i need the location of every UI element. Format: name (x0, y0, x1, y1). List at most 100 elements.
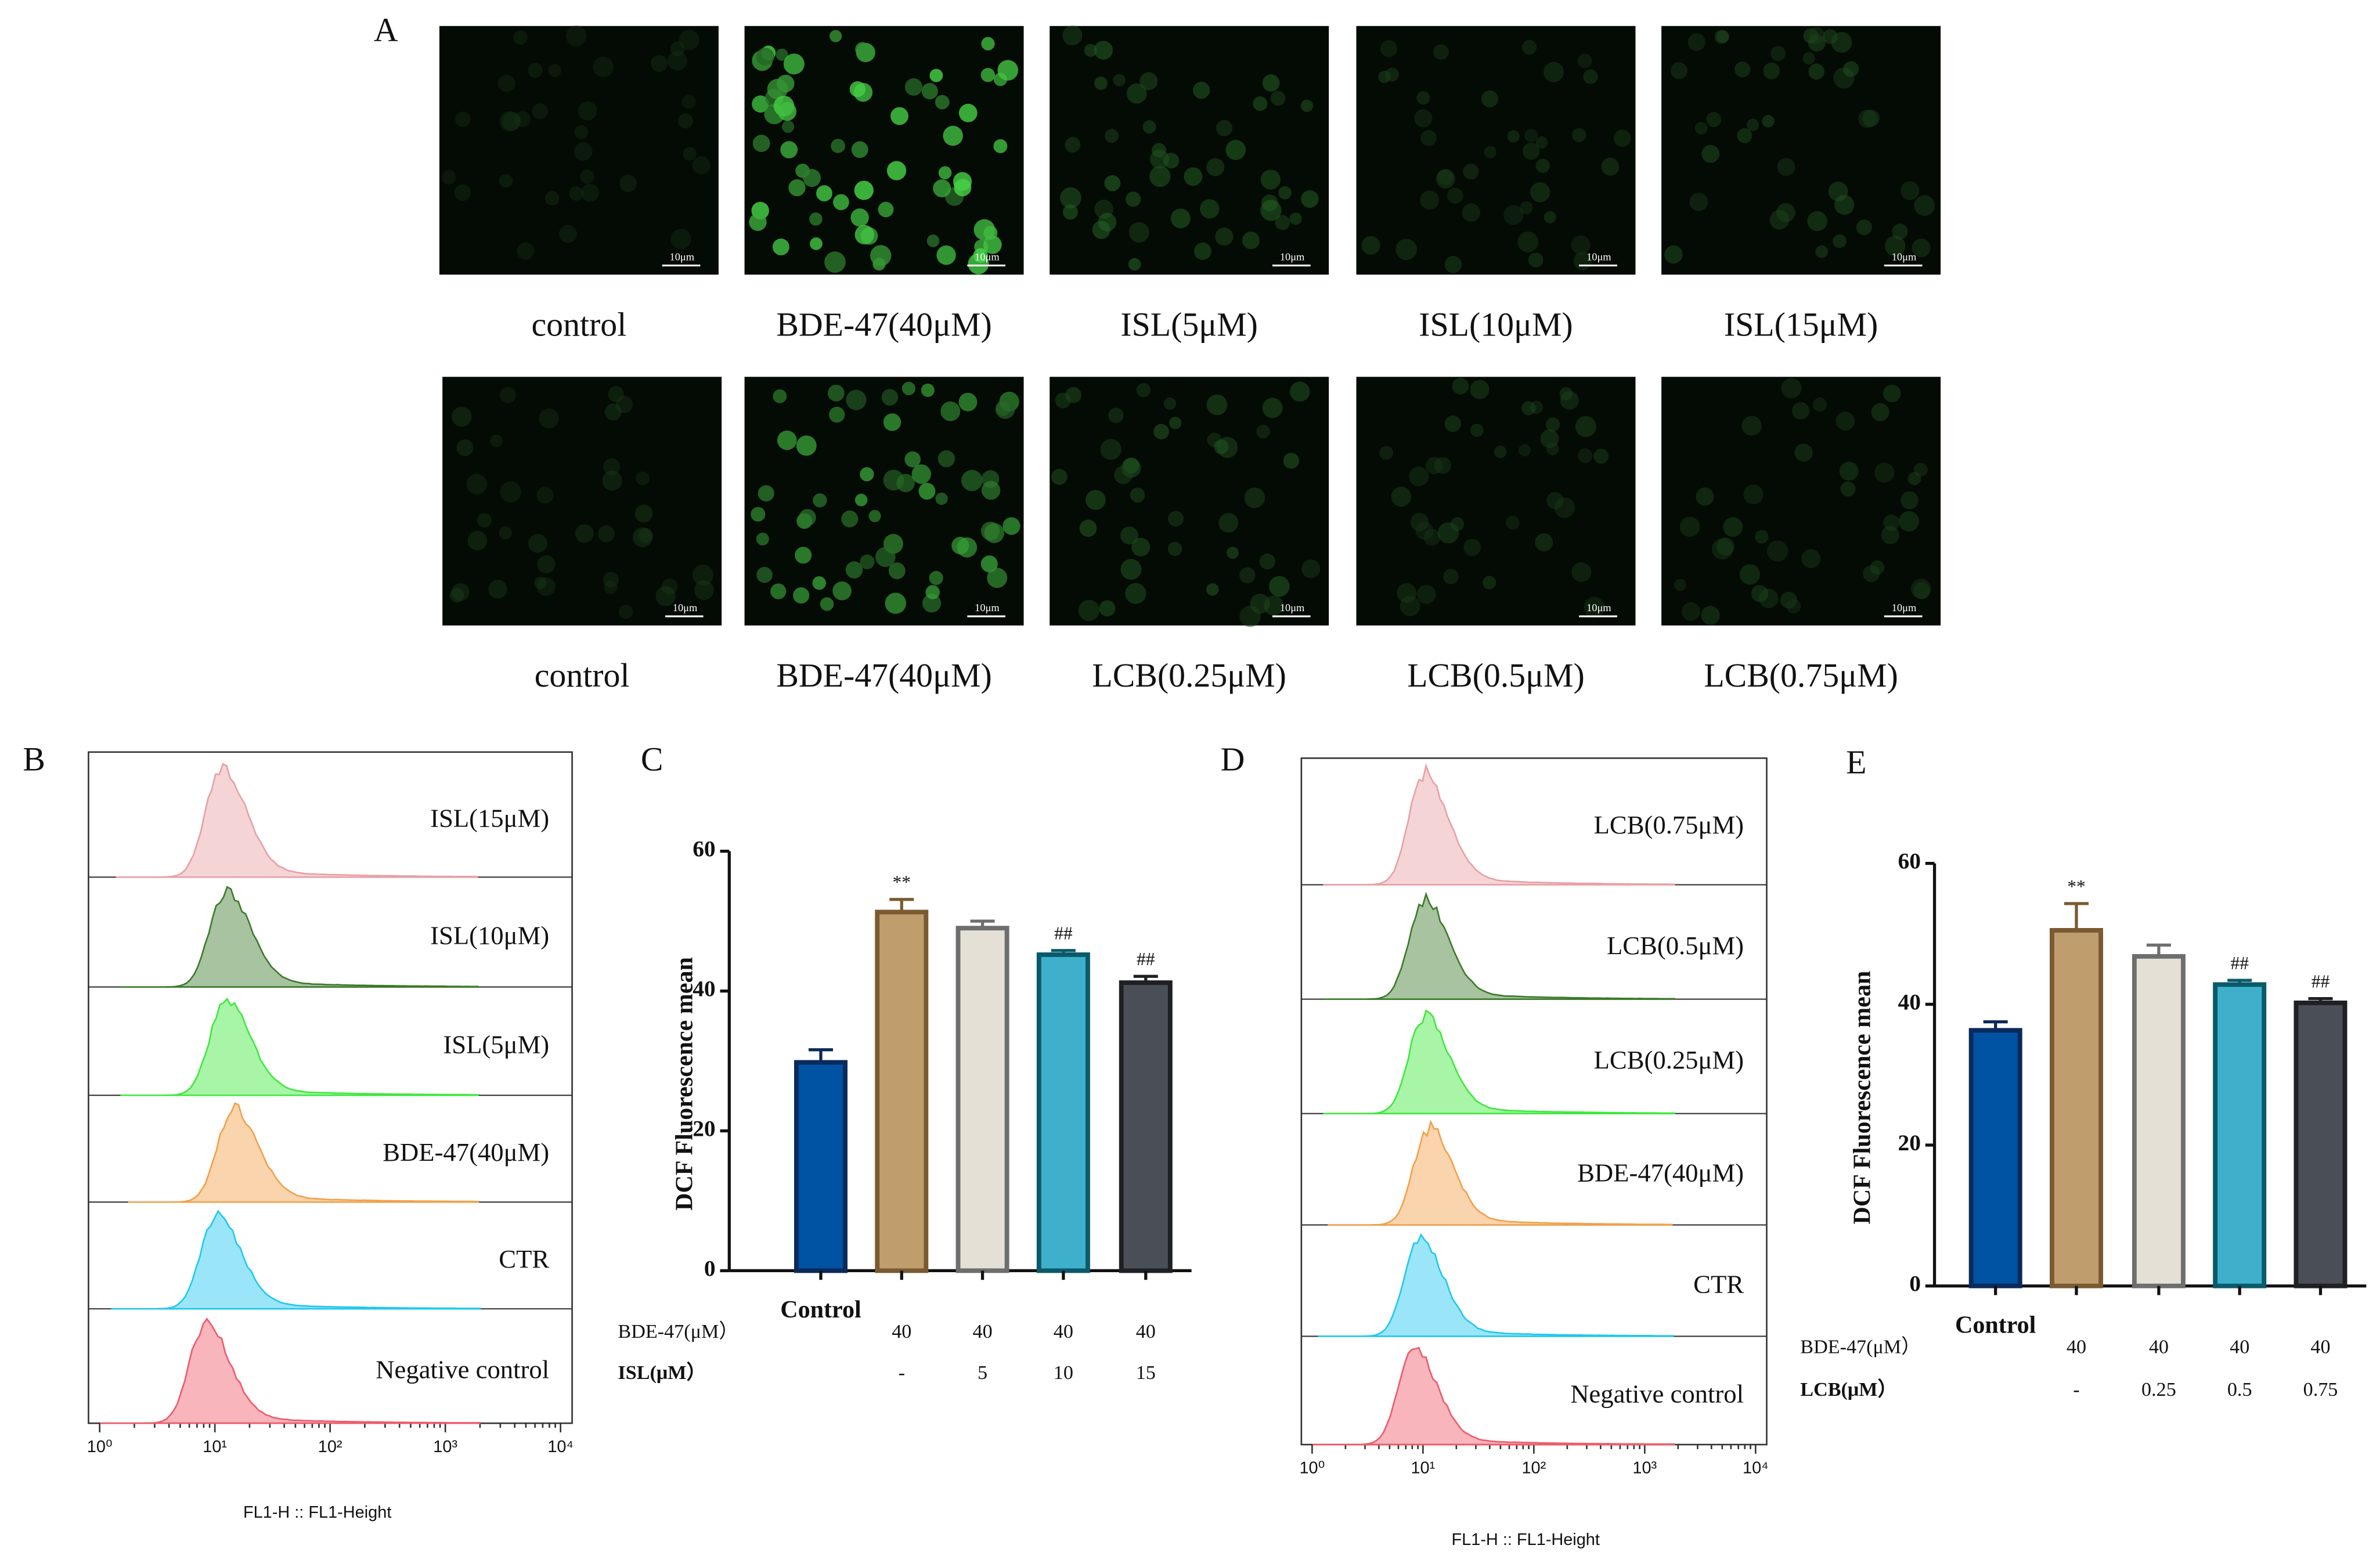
cell (1545, 417, 1560, 432)
cell (886, 161, 907, 180)
cell (1614, 129, 1631, 147)
cell (536, 577, 556, 596)
treatment-value: 15 (1136, 1362, 1156, 1384)
bar (2213, 982, 2267, 1288)
bar (2294, 1000, 2347, 1288)
y-tick-label: 20 (1898, 1130, 1921, 1156)
cell (758, 485, 774, 502)
scale-bar-label: 10μm (975, 602, 1000, 613)
cell (1913, 582, 1930, 600)
treatment-label: ISL(μM） (618, 1361, 706, 1384)
treatment-value: 40 (1136, 1321, 1156, 1342)
cell (1507, 130, 1520, 143)
cell (1577, 53, 1592, 68)
cell (961, 470, 983, 492)
cell (1244, 488, 1265, 508)
x-tick-label: 10² (318, 1438, 342, 1456)
cell (499, 387, 516, 403)
image-label: BDE-47(40μM) (776, 305, 991, 343)
panel-label: A (374, 11, 398, 49)
cell (1828, 181, 1848, 201)
cell (1679, 517, 1700, 537)
cell (846, 389, 867, 410)
cell (1874, 463, 1895, 483)
cell (803, 169, 821, 187)
cell (832, 581, 852, 601)
cell (980, 68, 996, 82)
cell (1153, 424, 1169, 440)
cell (770, 583, 787, 600)
cell (1470, 380, 1490, 399)
cell (1152, 143, 1166, 158)
cell (881, 389, 899, 406)
cell (1003, 517, 1020, 535)
micrograph (1050, 26, 1329, 275)
cell (983, 226, 998, 240)
cell (809, 212, 823, 226)
cell (1717, 537, 1734, 555)
histogram (128, 1102, 479, 1203)
cell (449, 588, 464, 603)
x-tick-label: 10⁴ (547, 1438, 574, 1456)
cell (1126, 83, 1147, 104)
y-tick-label: 40 (1898, 989, 1921, 1015)
cell (1437, 522, 1459, 544)
cell (1554, 497, 1575, 518)
cell (1802, 52, 1815, 65)
cell (1378, 70, 1391, 84)
cell (1420, 129, 1437, 146)
scale-bar-label: 10μm (1280, 602, 1305, 613)
cell (878, 201, 894, 218)
cell (1099, 600, 1116, 617)
cell (1521, 401, 1536, 416)
cell (1583, 69, 1598, 84)
cell (1674, 579, 1686, 591)
cell (1444, 415, 1462, 432)
cell (1062, 204, 1078, 220)
cell (548, 64, 561, 77)
cell (1858, 109, 1877, 128)
cell (788, 179, 806, 197)
treatment-label: BDE-47(μM） (618, 1320, 738, 1342)
cell (502, 111, 521, 131)
cell (1420, 190, 1439, 210)
cell (854, 493, 868, 507)
cell (1808, 34, 1826, 52)
scale-bar-label: 10μm (975, 251, 1000, 263)
x-tick-label: 10¹ (1411, 1459, 1435, 1478)
cell (1425, 457, 1443, 475)
cell (1400, 595, 1420, 616)
cell (851, 141, 868, 158)
scale-bar-label: 10μm (670, 251, 695, 263)
cell (490, 434, 503, 447)
cell (575, 524, 594, 543)
cell (1560, 391, 1579, 410)
series-label: CTR (499, 1244, 549, 1273)
histogram (1323, 763, 1675, 886)
cell (816, 185, 832, 201)
cell (1242, 232, 1260, 250)
x-tick-label: 10¹ (203, 1438, 227, 1456)
cell (830, 30, 842, 42)
cell (918, 482, 936, 500)
cell (911, 464, 931, 484)
cell (655, 586, 676, 606)
cell (981, 37, 995, 50)
cell (602, 471, 622, 491)
cell (749, 213, 767, 231)
series-label: CTR (1693, 1269, 1744, 1298)
cell (1484, 146, 1496, 158)
cell (466, 474, 488, 494)
cell (1184, 167, 1203, 186)
cell (1126, 192, 1141, 207)
cell (1113, 74, 1126, 86)
cell (1833, 67, 1855, 89)
cell (841, 510, 859, 528)
cell (1214, 439, 1229, 454)
cell (799, 508, 816, 526)
cell (454, 184, 471, 201)
cell (890, 107, 908, 125)
cell (958, 392, 978, 411)
cell (514, 111, 531, 128)
